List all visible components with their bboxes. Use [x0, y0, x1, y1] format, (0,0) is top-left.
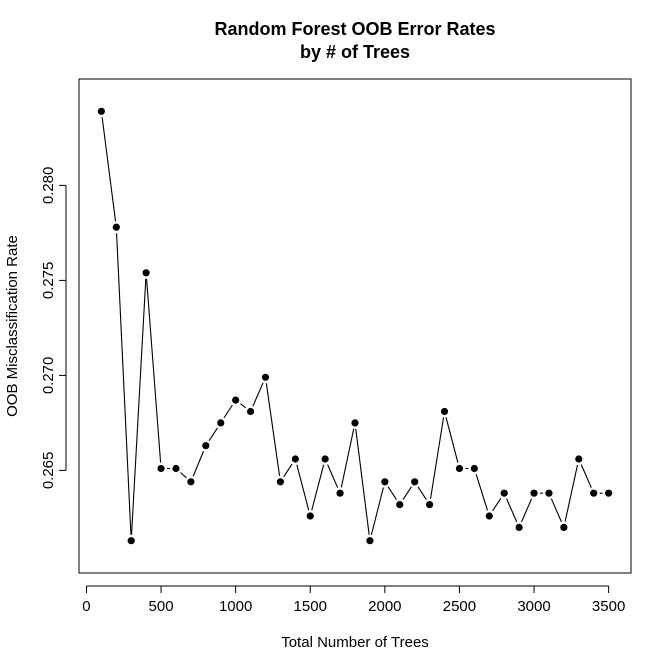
- x-tick-label: 1000: [219, 598, 252, 615]
- data-point: [590, 489, 598, 497]
- x-axis: 0 500 1000 1500 2000 2500 3000 3500: [82, 585, 625, 615]
- data-point: [440, 407, 449, 416]
- data-point: [575, 455, 583, 463]
- line-segment: [430, 417, 445, 499]
- line-segment: [265, 383, 281, 476]
- line-segment: [580, 464, 592, 488]
- y-tick-label: 0.265: [40, 452, 57, 490]
- line-segment: [208, 427, 218, 441]
- data-point: [455, 464, 464, 473]
- data-point: [530, 489, 538, 497]
- data-point: [321, 455, 329, 463]
- chart-title-line1: Random Forest OOB Error Rates: [214, 19, 495, 39]
- data-point: [381, 478, 389, 486]
- x-axis-label: Total Number of Trees: [281, 634, 429, 651]
- line-segment: [146, 278, 162, 463]
- line-segment: [116, 233, 132, 535]
- y-tick-label: 0.275: [40, 262, 57, 300]
- line-segment: [311, 464, 325, 511]
- data-point: [217, 419, 225, 427]
- data-point: [127, 537, 135, 545]
- line-segment: [327, 464, 339, 488]
- y-axis: 0.265 0.270 0.275 0.280: [40, 167, 67, 490]
- x-tick-label: 0: [82, 598, 90, 615]
- line-segment: [506, 498, 518, 523]
- line-segment: [417, 486, 427, 500]
- data-point: [545, 489, 553, 497]
- data-point: [261, 373, 270, 381]
- data-point: [515, 523, 523, 532]
- data-point: [202, 442, 210, 450]
- line-segment: [240, 403, 247, 409]
- x-tick-label: 3500: [592, 598, 625, 615]
- line-segment: [387, 486, 397, 500]
- oob-error-series: [101, 117, 603, 536]
- line-segment: [370, 487, 384, 536]
- x-tick-label: 3000: [517, 598, 550, 615]
- line-segment: [283, 463, 293, 478]
- data-point: [351, 419, 359, 427]
- data-point: [291, 455, 299, 463]
- data-point: [605, 489, 613, 497]
- data-point: [396, 501, 404, 509]
- x-tick-label: 2000: [368, 598, 401, 615]
- y-axis-label: OOB Misclassification Rate: [4, 235, 21, 417]
- y-tick-label: 0.270: [40, 357, 57, 395]
- data-point: [172, 464, 180, 473]
- line-segment: [101, 117, 117, 222]
- line-segment: [180, 472, 187, 479]
- data-point: [560, 523, 568, 532]
- line-segment: [521, 498, 533, 523]
- data-point: [232, 396, 240, 404]
- data-point: [112, 223, 120, 231]
- line-segment: [131, 278, 147, 535]
- x-tick-label: 2500: [443, 598, 476, 615]
- data-point: [500, 489, 508, 497]
- line-segment: [402, 486, 412, 500]
- data-point: [187, 478, 195, 486]
- data-point: [276, 478, 285, 486]
- line-segment: [355, 428, 370, 535]
- line-segment: [252, 382, 264, 407]
- oob-error-points: [97, 107, 613, 545]
- chart-title-line2: by # of Trees: [300, 42, 410, 62]
- data-point: [470, 464, 478, 473]
- data-point: [485, 512, 493, 520]
- data-point: [97, 107, 105, 115]
- line-segment: [492, 497, 502, 512]
- data-point: [246, 407, 255, 416]
- data-point: [411, 478, 419, 486]
- x-tick-label: 500: [149, 598, 174, 615]
- data-point: [157, 464, 165, 473]
- y-tick-label: 0.280: [40, 167, 57, 205]
- data-point: [142, 269, 150, 277]
- line-segment: [564, 464, 579, 522]
- line-segment: [550, 498, 562, 523]
- line-segment: [223, 404, 233, 419]
- data-point: [306, 512, 314, 520]
- plot-frame: [78, 78, 632, 574]
- line-segment: [192, 451, 205, 477]
- data-point: [425, 501, 434, 509]
- x-tick-label: 1500: [294, 598, 327, 615]
- data-point: [336, 489, 344, 497]
- line-segment: [445, 417, 459, 463]
- line-segment: [475, 474, 488, 511]
- line-segment: [340, 428, 355, 488]
- line-segment: [296, 464, 310, 511]
- data-point: [366, 537, 374, 545]
